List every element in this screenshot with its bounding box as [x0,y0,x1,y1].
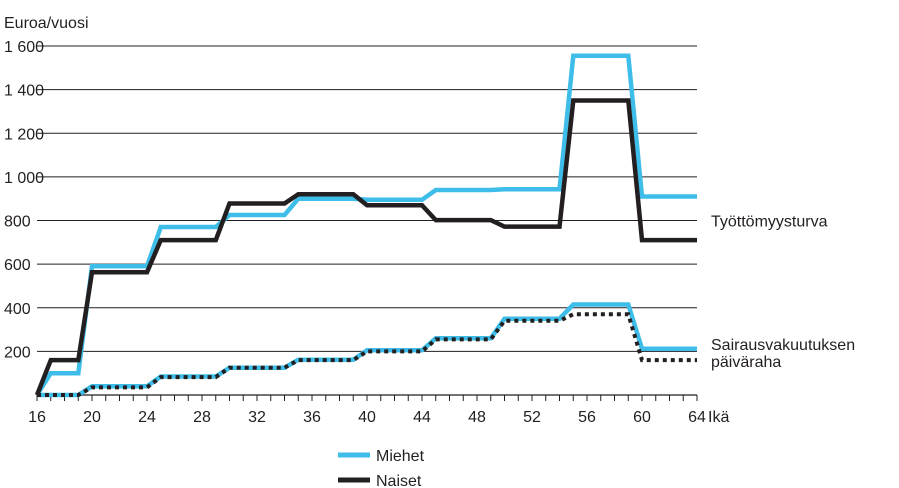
x-tick-label-52: 52 [523,409,541,426]
label-sickness-line-2: päiväraha [711,354,781,371]
series-line-unemployment-women [34,98,697,396]
x-tick-label-16: 16 [28,409,46,426]
y-tick-label-400: 400 [4,301,31,318]
label-unemployment: Työttömyysturva [711,214,828,231]
series-line-sickness-women [37,312,697,397]
x-tick-label-44: 44 [413,409,431,426]
x-tick-label-32: 32 [248,409,266,426]
x-axis-title: Ikä [708,409,729,426]
y-tick-label-200: 200 [4,344,31,361]
y-tick-label-1000: 1 000 [4,170,44,187]
y-axis-title: Euroa/vuosi [4,15,89,32]
x-tick-label-60: 60 [633,409,651,426]
label-sickness: Sairausvakuutuksen päiväraha [711,337,855,371]
x-tick-label-36: 36 [303,409,321,426]
legend: Miehet Naiset [338,448,425,488]
y-axis-tick-labels: 200 400 600 800 1 000 1 200 1 400 1 600 [4,39,44,361]
series-line-sickness-men [37,302,697,398]
x-tick-label-20: 20 [83,409,101,426]
label-sickness-line-1: Sairausvakuutuksen [711,337,855,354]
y-tick-label-600: 600 [4,257,31,274]
y-tick-label-1400: 1 400 [4,83,44,100]
x-axis-ticks: 16 20 24 28 32 36 40 44 48 52 56 60 64 [28,395,706,426]
series-line-unemployment-men [35,53,697,397]
x-tick-label-56: 56 [578,409,596,426]
legend-label-men: Miehet [376,448,425,465]
x-tick-label-24: 24 [138,409,156,426]
series-group-labels: Työttömyysturva Sairausvakuutuksen päivära… [711,214,855,372]
y-tick-label-800: 800 [4,214,31,231]
y-tick-label-1200: 1 200 [4,126,44,143]
series-lines [34,53,697,398]
x-tick-label-64: 64 [688,409,706,426]
y-tick-label-1600: 1 600 [4,39,44,56]
legend-label-women: Naiset [376,473,422,488]
x-tick-label-48: 48 [468,409,486,426]
x-tick-label-40: 40 [358,409,376,426]
x-tick-label-28: 28 [193,409,211,426]
